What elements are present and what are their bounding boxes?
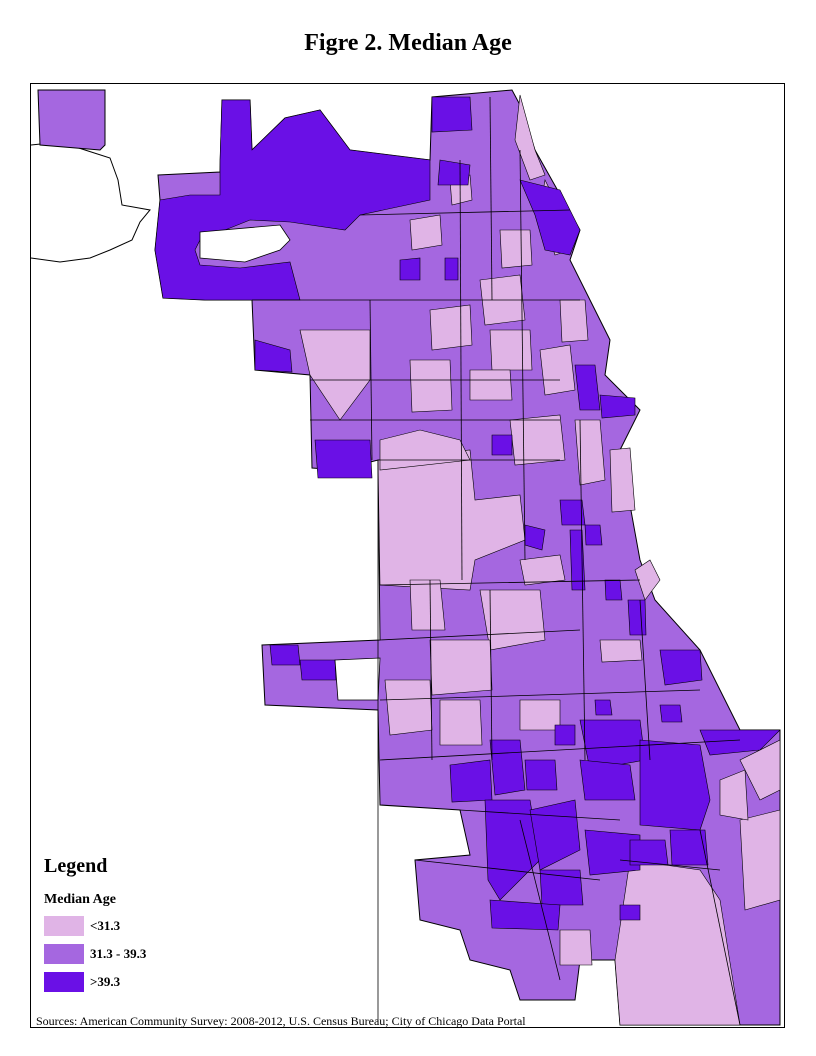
community-boundary bbox=[489, 96, 493, 301]
tract-light bbox=[609, 447, 636, 513]
map-frame-border bbox=[30, 83, 785, 1028]
tract-light bbox=[574, 419, 606, 486]
community-boundary bbox=[459, 159, 463, 581]
tract-dark bbox=[254, 339, 293, 373]
tract-dark bbox=[524, 759, 558, 791]
tract-light bbox=[739, 809, 781, 911]
tract-dark bbox=[699, 729, 781, 756]
legend-item: <31.3 bbox=[44, 916, 146, 936]
tract-dark bbox=[669, 829, 709, 866]
community-boundary bbox=[619, 859, 721, 871]
community-boundary bbox=[414, 859, 601, 881]
tract-dark bbox=[491, 434, 513, 456]
tract-dark bbox=[539, 869, 584, 906]
source-note: Sources: American Community Survey: 2008… bbox=[36, 1014, 526, 1028]
community-boundary bbox=[379, 629, 581, 641]
tract-dark bbox=[594, 699, 613, 716]
tract-dark bbox=[484, 799, 541, 901]
community-boundary bbox=[639, 599, 651, 761]
legend-item: 31.3 - 39.3 bbox=[44, 944, 146, 964]
community-boundary bbox=[379, 739, 741, 761]
tract-dark bbox=[431, 96, 473, 133]
neighbor-boundary-outline bbox=[31, 141, 151, 263]
tract-dark bbox=[604, 579, 623, 601]
tract-dark bbox=[569, 529, 586, 591]
tract-light bbox=[439, 699, 483, 746]
community-boundary bbox=[519, 819, 561, 981]
tract-dark bbox=[599, 394, 636, 419]
tract-dark bbox=[314, 439, 373, 479]
community-boundary bbox=[459, 809, 621, 821]
legend-swatch bbox=[44, 916, 84, 936]
tract-light bbox=[519, 554, 566, 586]
tract-light bbox=[299, 329, 371, 421]
tract-light bbox=[469, 369, 513, 401]
tract-light bbox=[514, 94, 546, 181]
community-boundary bbox=[579, 419, 586, 761]
non-city-area bbox=[199, 224, 291, 263]
tract-dark bbox=[619, 904, 641, 921]
tract-light bbox=[599, 639, 643, 663]
legend-heading: Legend bbox=[44, 855, 108, 877]
tract-dark bbox=[554, 724, 576, 746]
community-boundary bbox=[699, 829, 741, 1026]
legend-swatch bbox=[44, 944, 84, 964]
tract-dark bbox=[529, 799, 581, 871]
tract-dark bbox=[584, 829, 641, 876]
community-boundary bbox=[359, 209, 571, 216]
legend-subtitle: Median Age bbox=[44, 892, 116, 907]
tract-dark bbox=[399, 257, 421, 281]
legend-label: <31.3 bbox=[90, 918, 121, 933]
tract-light bbox=[499, 229, 533, 269]
community-boundary bbox=[369, 299, 373, 461]
community-boundary bbox=[489, 589, 493, 761]
tract-dark bbox=[269, 644, 301, 666]
tract-light bbox=[739, 739, 781, 801]
community-boundary bbox=[379, 689, 701, 701]
tract-light bbox=[409, 214, 443, 251]
tract-dark bbox=[519, 179, 581, 256]
community-boundary bbox=[519, 149, 526, 561]
tract-light bbox=[489, 329, 533, 371]
tract-dark bbox=[659, 704, 683, 723]
tract-dark bbox=[659, 649, 703, 686]
legend-item: >39.3 bbox=[44, 972, 146, 992]
tract-dark bbox=[579, 759, 636, 801]
legend-label: >39.3 bbox=[90, 974, 121, 989]
tract-dark bbox=[639, 739, 711, 831]
tract-dark bbox=[299, 659, 337, 681]
tract-light bbox=[429, 304, 473, 351]
community-boundary bbox=[379, 579, 641, 586]
tract-light bbox=[479, 589, 546, 651]
tract-light bbox=[409, 359, 453, 413]
tract-light bbox=[559, 929, 593, 966]
tract-dark bbox=[584, 524, 603, 546]
tract-dark bbox=[489, 899, 561, 931]
community-boundary bbox=[429, 579, 433, 761]
tract-dark bbox=[444, 257, 459, 281]
legend-label: 31.3 - 39.3 bbox=[90, 946, 147, 961]
tract-dark bbox=[574, 364, 601, 411]
legend: Legend Median Age <31.3 31.3 - 39.3 >39.… bbox=[44, 855, 146, 1000]
map-title: Figre 2. Median Age bbox=[304, 30, 512, 56]
legend-swatch bbox=[44, 972, 84, 992]
tract-light bbox=[719, 769, 749, 821]
